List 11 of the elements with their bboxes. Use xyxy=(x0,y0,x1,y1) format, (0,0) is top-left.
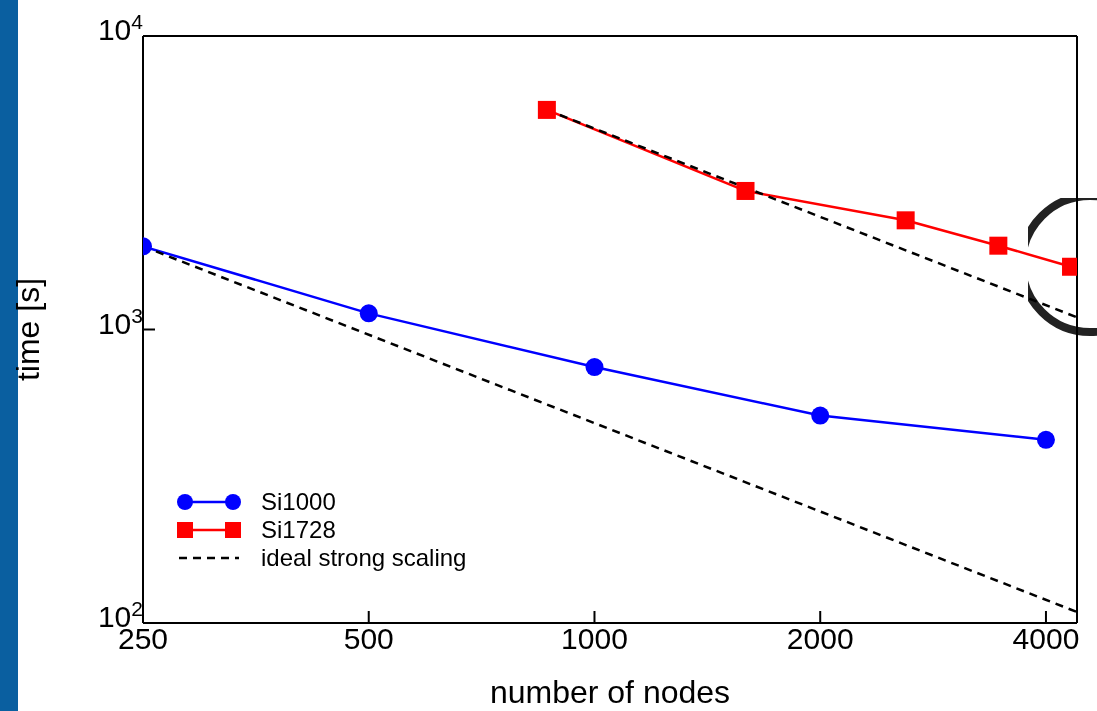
y-tick-label: 10$^{4}$ xyxy=(97,9,144,46)
x-tick-label: 2000 xyxy=(786,622,854,655)
legend-label: ideal strong scaling xyxy=(261,544,467,571)
y-tick-label: 10$^{3}$ xyxy=(97,303,143,340)
x-tick-label: 4000 xyxy=(1012,622,1080,655)
legend-label: Si1000 xyxy=(261,488,336,515)
legend-label: Si1728 xyxy=(261,516,336,543)
x-tick-label: 1000 xyxy=(561,622,628,655)
x-tick-label: 500 xyxy=(343,622,394,655)
x-axis-title: number of nodes xyxy=(489,674,731,710)
y-axis-title: time [s] xyxy=(10,277,47,382)
